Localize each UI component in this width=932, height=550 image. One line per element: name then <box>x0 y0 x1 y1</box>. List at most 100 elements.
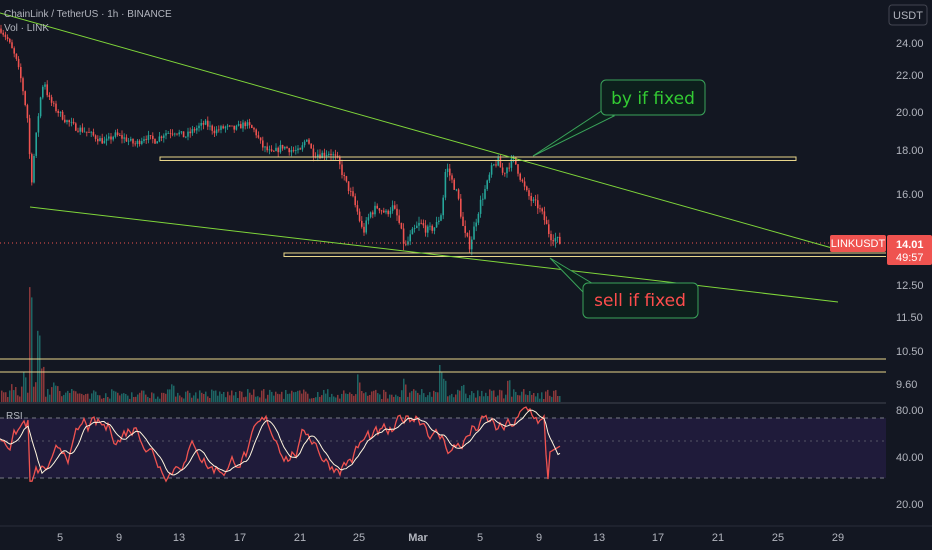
volume-bar <box>449 395 451 402</box>
candle-body <box>22 78 24 92</box>
candle-body <box>224 126 227 129</box>
candle-body <box>204 120 207 125</box>
sell-callout[interactable]: sell if fixed <box>582 282 699 319</box>
volume-bar <box>257 396 259 402</box>
rsi-band-fill <box>0 418 886 478</box>
candle-body <box>20 67 22 79</box>
volume-bar <box>411 391 413 402</box>
candle-body <box>350 191 352 192</box>
volume-legend[interactable]: Vol · LINK <box>4 23 49 34</box>
candle-body <box>554 238 557 242</box>
candle-body <box>57 111 59 113</box>
candle-body <box>372 212 374 215</box>
volume-bar <box>377 393 379 402</box>
time-axis[interactable] <box>0 526 932 550</box>
volume-bar <box>443 378 445 402</box>
last-price-tag[interactable]: 14.01 49:57 <box>887 235 932 265</box>
candle-body <box>523 181 526 187</box>
candle-body <box>53 102 55 104</box>
volume-bar <box>99 395 101 402</box>
candle-body <box>229 125 231 127</box>
volume-bar <box>155 398 157 402</box>
volume-bar <box>147 396 149 402</box>
candle-body <box>559 236 561 244</box>
candle-body <box>68 120 70 123</box>
volume-bar <box>103 398 105 402</box>
candle-body <box>275 147 277 152</box>
volume-bar <box>309 398 311 402</box>
volume-bar <box>467 398 469 402</box>
candle-body <box>394 205 396 209</box>
symbol-tag[interactable]: LINKUSDT <box>830 235 886 252</box>
candle-body <box>191 129 194 134</box>
volume-bar <box>375 389 377 402</box>
volume-bar <box>447 396 449 402</box>
volume-bar <box>153 393 155 402</box>
volume-bar <box>57 386 59 402</box>
volume-bar <box>179 395 181 402</box>
volume-bar <box>307 393 309 402</box>
volume-bar <box>141 390 143 402</box>
descending-trendline-lower[interactable] <box>29 206 839 303</box>
candle-body <box>464 226 466 233</box>
candle-body <box>308 139 310 144</box>
candle-body <box>504 172 506 174</box>
volume-bar <box>207 396 209 402</box>
candle-body <box>143 139 145 142</box>
volume-bar <box>17 395 19 402</box>
volume-bar <box>415 390 417 402</box>
candle-body <box>299 148 301 150</box>
currency-button[interactable]: USDT <box>888 4 928 26</box>
volume-bar <box>311 398 313 402</box>
candle-body <box>79 127 81 132</box>
volume-bar <box>473 393 475 402</box>
candle-body <box>457 189 460 199</box>
price-tick: 9.60 <box>896 379 917 391</box>
volume-bar <box>301 393 303 402</box>
volume-bar <box>159 398 161 402</box>
volume-bar <box>243 397 245 402</box>
candle-body <box>341 164 343 175</box>
rsi-label[interactable]: RSI <box>6 411 23 422</box>
volume-bar <box>253 389 255 402</box>
volume-bar <box>431 396 433 402</box>
volume-bar <box>49 394 51 402</box>
symbol-legend[interactable]: ChainLink / TetherUS · 1h · BINANCE <box>4 9 172 20</box>
buy-callout[interactable]: by if fixed <box>600 79 706 116</box>
candle-body <box>383 210 385 213</box>
volume-bar <box>53 382 55 402</box>
candle-body <box>116 132 119 135</box>
volume-bar <box>163 392 165 402</box>
time-tick: 9 <box>116 532 122 544</box>
volume-bar <box>187 390 189 402</box>
time-tick: 5 <box>477 532 483 544</box>
price-tick: 18.00 <box>896 145 924 157</box>
candle-body <box>400 222 403 229</box>
volume-bar <box>343 390 345 402</box>
volume-bar <box>425 397 427 402</box>
volume-bar <box>471 391 473 402</box>
volume-bar <box>67 390 69 402</box>
candle-body <box>37 116 40 133</box>
candle-body <box>233 125 235 130</box>
candle-body <box>46 84 48 96</box>
volume-bar <box>287 393 289 402</box>
volume-bar <box>225 397 227 402</box>
volume-bar <box>271 391 273 402</box>
resistance-level-box[interactable] <box>159 156 797 161</box>
price-tick: 20.00 <box>896 107 924 119</box>
time-tick: 25 <box>353 532 365 544</box>
candle-body <box>473 226 475 240</box>
volume-bar <box>349 392 351 402</box>
descending-trendline-upper[interactable] <box>0 12 833 249</box>
volume-bar <box>365 392 367 402</box>
candle-body <box>253 127 255 130</box>
candle-body <box>396 208 398 216</box>
volume-bar <box>557 396 559 402</box>
candle-body <box>152 135 154 139</box>
candle-body <box>213 130 216 134</box>
candle-body <box>453 179 455 190</box>
candle-body <box>207 120 209 127</box>
candle-body <box>132 138 134 144</box>
